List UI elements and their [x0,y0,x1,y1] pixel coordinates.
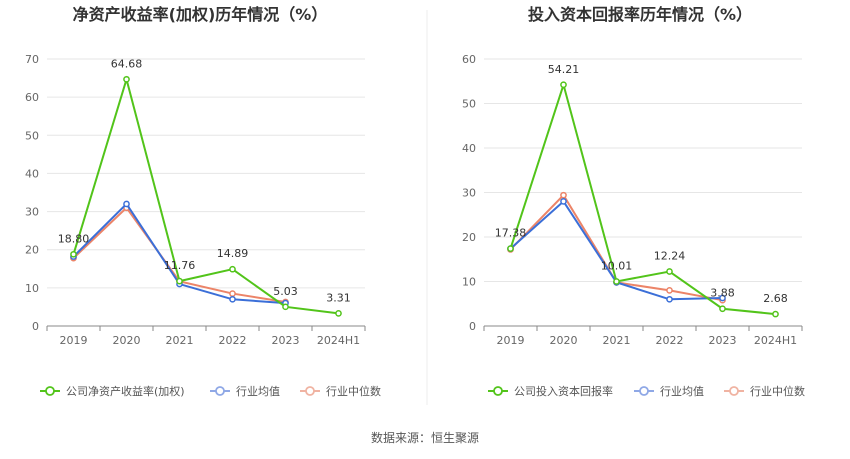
legend-marker-icon [493,386,503,396]
y-tick-label: 0 [469,320,476,333]
x-tick-label: 2020 [113,334,141,347]
y-tick-label: 70 [25,53,39,66]
x-tick-label: 2022 [656,334,684,347]
data-point-company [719,305,726,313]
data-point-company [123,75,130,83]
data-point-company [666,268,673,275]
data-point-median [560,191,567,199]
data-point-company [229,265,236,273]
x-tick-label: 2022 [219,334,247,347]
y-tick-label: 10 [25,282,39,295]
x-tick-label: 2020 [550,334,578,347]
legend-label: 行业均值 [660,385,704,398]
legend-marker-icon [639,386,649,396]
data-label: 64.68 [111,57,143,70]
data-source-text: 数据来源：恒生聚源 [371,430,479,445]
series-line-company [72,75,339,315]
chart-title: 投入资本回报率历年情况（%） [528,5,752,24]
legend-label: 公司投入资本回报率 [514,384,613,398]
y-tick-label: 60 [462,53,476,66]
legend-item-avg: 行业均值 [634,385,704,398]
data-label: 54.21 [548,63,580,76]
legend-item-company: 公司净资产收益率(加权) [40,384,185,398]
y-tick-label: 40 [25,167,39,180]
data-label: 18.80 [58,232,90,245]
chart-title: 净资产收益率(加权)历年情况（%） [73,5,328,24]
legend-marker-icon [729,386,739,396]
legend-marker-icon [215,386,225,396]
x-tick-label: 2021 [603,334,631,347]
y-tick-label: 20 [462,231,476,244]
data-point-avg [719,294,726,302]
data-point-median [229,290,236,297]
data-point-company [176,277,183,285]
y-tick-label: 60 [25,91,39,104]
data-point-company [335,310,342,317]
legend-label: 行业中位数 [326,384,381,398]
data-label: 5.03 [273,285,298,298]
data-point-company [507,245,514,253]
x-tick-label: 2023 [709,334,737,347]
data-point-company [772,310,779,318]
data-point-avg [666,295,673,303]
data-point-avg [560,198,567,205]
legend-label: 行业均值 [236,385,280,398]
series-line-company [509,81,776,316]
x-tick-label: 2024H1 [317,334,360,347]
chart-2: 投入资本回报率历年情况（%） 0 10 20 30 40 50 60 2019 2020 2021 2… [462,5,805,398]
data-point-company [70,250,77,258]
x-tick-label: 2023 [272,334,300,347]
y-tick-label: 0 [32,320,39,333]
data-label: 2.68 [763,292,788,305]
y-tick-label: 30 [462,187,476,200]
x-tick-label: 2019 [497,334,525,347]
data-label: 12.24 [654,250,686,263]
data-point-avg [123,200,130,208]
x-tick-label: 2024H1 [754,334,797,347]
y-tick-label: 20 [25,244,39,257]
data-point-median [666,287,673,294]
data-point-company [282,303,289,311]
y-tick-label: 50 [25,129,39,142]
data-label: 3.88 [710,287,735,300]
data-point-company [613,278,620,285]
legend-label: 行业中位数 [750,384,805,398]
y-tick-label: 50 [462,98,476,111]
legend-marker-icon [305,386,315,396]
legend-item-median: 行业中位数 [300,384,381,398]
y-tick-label: 40 [462,142,476,155]
x-tick-label: 2021 [166,334,194,347]
data-label: 10.01 [601,259,633,272]
legend-item-median: 行业中位数 [724,384,805,398]
data-label: 17.38 [495,227,527,240]
legend-marker-icon [45,386,55,396]
data-point-avg [229,295,236,303]
y-tick-label: 10 [462,276,476,289]
legend-item-avg: 行业均值 [210,385,280,398]
data-label: 14.89 [217,247,249,260]
x-tick-label: 2019 [60,334,88,347]
data-label: 3.31 [326,291,351,304]
data-label: 11.76 [164,259,196,272]
data-point-company [560,81,567,89]
legend-label: 公司净资产收益率(加权) [66,384,185,398]
legend-item-company: 公司投入资本回报率 [488,384,613,398]
chart-1: 净资产收益率(加权)历年情况（%） 0 10 20 30 40 50 60 70 2019 2020… [25,5,381,398]
y-tick-label: 30 [25,206,39,219]
